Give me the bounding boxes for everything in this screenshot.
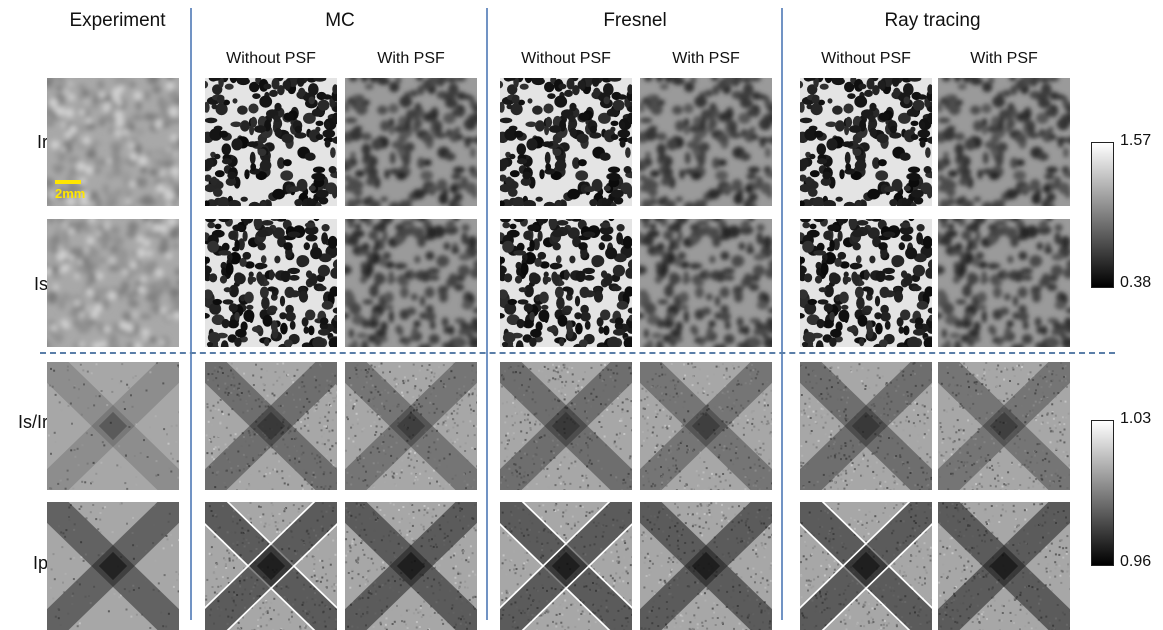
subheader-mc-without-psf: Without PSF (205, 50, 337, 68)
scale-bar (55, 180, 81, 184)
tile-ir-mc-without-psf (205, 78, 337, 206)
tile-image (938, 362, 1070, 490)
divider-after-experiment (190, 8, 192, 620)
colorbar-bottom (1091, 420, 1114, 566)
tile-is-rt-without-psf (800, 219, 932, 347)
tile-ip-mc-without-psf (205, 502, 337, 630)
tile-image (345, 502, 477, 630)
tile-image (345, 219, 477, 347)
tile-image (938, 78, 1070, 206)
tile-image (500, 502, 632, 630)
colorbar-top-max: 1.57 (1120, 132, 1151, 150)
tile-is-mc-with-psf (345, 219, 477, 347)
tile-image (800, 219, 932, 347)
header-ray-tracing: Ray tracing (790, 10, 1075, 32)
tile-image (800, 78, 932, 206)
dashed-separator (40, 352, 1115, 354)
tile-image (800, 362, 932, 490)
tile-is-over-ir-fresnel-without-psf (500, 362, 632, 490)
tile-is-over-ir-rt-with-psf (938, 362, 1070, 490)
tile-image (500, 219, 632, 347)
tile-image (640, 219, 772, 347)
tile-ir-rt-with-psf (938, 78, 1070, 206)
tile-image (205, 219, 337, 347)
tile-is-fresnel-with-psf (640, 219, 772, 347)
tile-image (640, 362, 772, 490)
header-mc: MC (200, 10, 480, 32)
tile-image (47, 362, 179, 490)
divider-after-fresnel (781, 8, 783, 620)
subheader-mc-with-psf: With PSF (345, 50, 477, 68)
header-fresnel: Fresnel (495, 10, 775, 32)
tile-ip-experiment (47, 502, 179, 630)
tile-is-over-ir-mc-with-psf (345, 362, 477, 490)
row-label-is-over-ir: Is/Ir (0, 412, 48, 433)
tile-image (345, 362, 477, 490)
tile-image (640, 502, 772, 630)
tile-image (500, 362, 632, 490)
tile-image (938, 219, 1070, 347)
subheader-fresnel-without-psf: Without PSF (500, 50, 632, 68)
tile-ip-fresnel-without-psf (500, 502, 632, 630)
colorbar-bottom-min: 0.96 (1120, 553, 1151, 571)
tile-image (640, 78, 772, 206)
row-label-is: Is (0, 274, 48, 295)
subheader-rt-with-psf: With PSF (938, 50, 1070, 68)
tile-image (47, 502, 179, 630)
tile-image (345, 78, 477, 206)
tile-is-over-ir-experiment (47, 362, 179, 490)
tile-is-over-ir-fresnel-with-psf (640, 362, 772, 490)
colorbar-top-min: 0.38 (1120, 274, 1151, 292)
tile-ip-rt-with-psf (938, 502, 1070, 630)
divider-after-mc (486, 8, 488, 620)
tile-is-experiment (47, 219, 179, 347)
row-label-ir: Ir (0, 132, 48, 153)
tile-is-rt-with-psf (938, 219, 1070, 347)
tile-is-mc-without-psf (205, 219, 337, 347)
tile-image (500, 78, 632, 206)
tile-ip-mc-with-psf (345, 502, 477, 630)
tile-ir-fresnel-without-psf (500, 78, 632, 206)
tile-image (800, 502, 932, 630)
colorbar-top (1091, 142, 1114, 288)
tile-image (205, 502, 337, 630)
subheader-fresnel-with-psf: With PSF (640, 50, 772, 68)
tile-ir-fresnel-with-psf (640, 78, 772, 206)
scale-bar-label: 2mm (55, 186, 85, 201)
subheader-rt-without-psf: Without PSF (800, 50, 932, 68)
tile-image (205, 78, 337, 206)
tile-is-fresnel-without-psf (500, 219, 632, 347)
tile-is-over-ir-rt-without-psf (800, 362, 932, 490)
row-label-ip: Ip (0, 553, 48, 574)
tile-image (938, 502, 1070, 630)
colorbar-bottom-max: 1.03 (1120, 410, 1151, 428)
tile-ip-fresnel-with-psf (640, 502, 772, 630)
tile-image (205, 362, 337, 490)
tile-image (47, 219, 179, 347)
header-experiment: Experiment (55, 10, 180, 32)
tile-ir-mc-with-psf (345, 78, 477, 206)
tile-ip-rt-without-psf (800, 502, 932, 630)
tile-ir-rt-without-psf (800, 78, 932, 206)
tile-is-over-ir-mc-without-psf (205, 362, 337, 490)
